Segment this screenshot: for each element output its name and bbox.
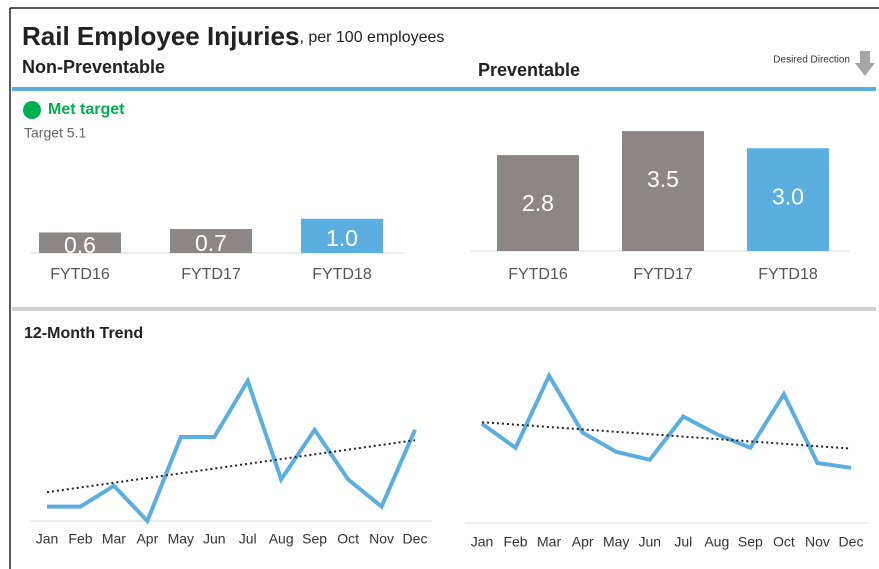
x-tick-label: Nov bbox=[369, 531, 394, 547]
x-tick-label: Jul bbox=[239, 531, 257, 547]
bar bbox=[39, 232, 121, 253]
target: Target 5.1 bbox=[24, 125, 86, 141]
value-label: 1.0 bbox=[326, 225, 358, 251]
x-tick-label: Jan bbox=[471, 534, 494, 550]
value-label: 0.7 bbox=[195, 230, 227, 256]
section-title: Preventable bbox=[478, 60, 580, 80]
x-tick-label: Oct bbox=[337, 531, 359, 547]
x-tick-label: Jan bbox=[36, 531, 59, 547]
x-tick-label: Aug bbox=[704, 534, 729, 550]
section-rule bbox=[12, 307, 876, 311]
x-tick-label: Oct bbox=[773, 534, 795, 550]
x-tick-label: Aug bbox=[269, 531, 294, 547]
x-tick-label: Dec bbox=[839, 534, 864, 550]
value-label: 3.0 bbox=[772, 183, 804, 209]
x-tick-label: Mar bbox=[102, 531, 126, 547]
trend-line bbox=[46, 439, 416, 494]
title-main: Rail Employee Injuries bbox=[22, 21, 299, 51]
bar bbox=[497, 155, 579, 251]
x-tick-label: FYTD17 bbox=[633, 266, 693, 283]
value-label: 2.8 bbox=[522, 190, 554, 216]
x-tick-label: Feb bbox=[68, 531, 92, 547]
x-tick-label: Jun bbox=[638, 534, 661, 550]
section-title: Non-Preventable bbox=[22, 57, 165, 77]
value-label: 0.6 bbox=[64, 232, 96, 258]
desired-direction: Desired Direction bbox=[773, 55, 850, 66]
down-arrow bbox=[855, 51, 875, 76]
x-tick-label: Apr bbox=[136, 531, 158, 547]
header-rule bbox=[12, 87, 876, 91]
trend-line bbox=[481, 421, 852, 450]
x-tick-label: Dec bbox=[403, 531, 428, 547]
status: Met target bbox=[48, 101, 125, 118]
x-tick-label: FYTD18 bbox=[758, 266, 818, 283]
x-tick-label: Sep bbox=[738, 534, 763, 550]
x-tick-label: Mar bbox=[537, 534, 561, 550]
trend-title: 12-Month Trend bbox=[24, 325, 143, 342]
x-tick-label: Nov bbox=[805, 534, 830, 550]
value-label: 3.5 bbox=[647, 166, 679, 192]
x-tick-label: May bbox=[603, 534, 629, 550]
title-sub: , per 100 employees bbox=[299, 29, 444, 46]
x-tick-label: Sep bbox=[302, 531, 327, 547]
x-tick-label: FYTD17 bbox=[181, 266, 241, 283]
x-tick-label: Jun bbox=[203, 531, 226, 547]
x-tick-label: FYTD18 bbox=[312, 266, 372, 283]
bar bbox=[301, 218, 383, 253]
x-tick-label: May bbox=[168, 531, 194, 547]
x-tick-label: FYTD16 bbox=[50, 266, 110, 283]
bar bbox=[170, 229, 252, 253]
trend-series bbox=[47, 376, 417, 525]
status-dot bbox=[23, 101, 41, 119]
trend-series bbox=[480, 371, 852, 470]
x-tick-label: Jul bbox=[674, 534, 692, 550]
bar bbox=[622, 131, 704, 251]
x-tick-label: FYTD16 bbox=[508, 266, 568, 283]
x-tick-label: Apr bbox=[572, 534, 594, 550]
title: Rail Employee Injuries, per 100 employee… bbox=[22, 21, 444, 51]
x-tick-label: Feb bbox=[503, 534, 527, 550]
bar bbox=[747, 148, 829, 251]
